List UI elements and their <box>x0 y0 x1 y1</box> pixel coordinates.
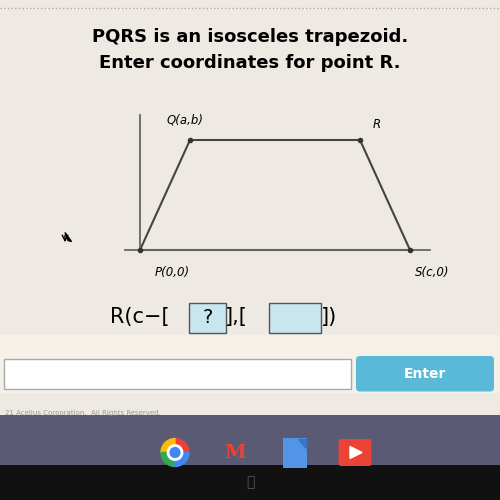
Circle shape <box>170 448 180 458</box>
Text: P(0,0): P(0,0) <box>155 266 190 279</box>
Wedge shape <box>161 452 175 466</box>
Text: ],[: ],[ <box>225 308 248 328</box>
FancyBboxPatch shape <box>356 356 494 392</box>
FancyBboxPatch shape <box>338 439 372 466</box>
FancyBboxPatch shape <box>189 303 226 332</box>
Text: R: R <box>372 118 380 132</box>
Text: 21 Acellus Corporation.  All Rights Reserved.: 21 Acellus Corporation. All Rights Reser… <box>5 410 161 416</box>
Polygon shape <box>65 232 71 241</box>
Text: PQRS is an isosceles trapezoid.: PQRS is an isosceles trapezoid. <box>92 28 408 46</box>
Polygon shape <box>350 446 362 458</box>
Text: M: M <box>224 444 246 462</box>
Circle shape <box>168 445 182 460</box>
Polygon shape <box>298 439 306 448</box>
Text: ]): ]) <box>320 308 337 328</box>
Text: S(c,0): S(c,0) <box>415 266 450 279</box>
Text: Enter coordinates for point R.: Enter coordinates for point R. <box>99 54 401 72</box>
Text: Q(a,b): Q(a,b) <box>166 114 203 126</box>
Text: Enter: Enter <box>404 367 446 381</box>
Wedge shape <box>175 438 189 452</box>
Text: ?: ? <box>202 308 212 327</box>
FancyBboxPatch shape <box>283 438 307 468</box>
FancyBboxPatch shape <box>4 359 351 388</box>
FancyBboxPatch shape <box>0 465 500 500</box>
FancyBboxPatch shape <box>269 303 321 332</box>
Wedge shape <box>175 452 189 466</box>
Text: Ⓢ: Ⓢ <box>246 476 254 490</box>
FancyBboxPatch shape <box>0 415 500 500</box>
Text: R(c−[: R(c−[ <box>110 308 170 328</box>
FancyBboxPatch shape <box>0 335 500 392</box>
Wedge shape <box>161 438 175 452</box>
